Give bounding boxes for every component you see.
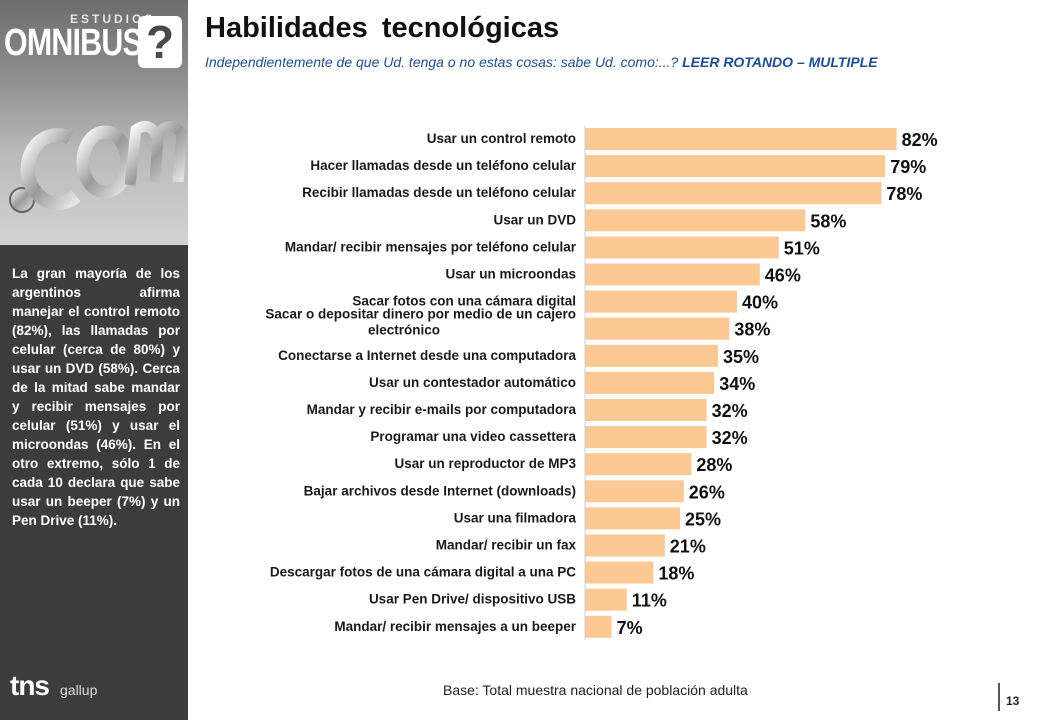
page-title: Habilidades tecnológicas [205, 12, 560, 44]
bar-15 [585, 534, 665, 557]
category-label-16: Descargar fotos de una cámara digital a … [270, 565, 576, 580]
category-label-4: Mandar/ recibir mensajes por teléfono ce… [285, 239, 577, 254]
value-label-2: 78% [886, 184, 922, 204]
bar-14 [585, 507, 680, 530]
page-number-divider [998, 683, 1000, 711]
category-label-7-line-0: Sacar o depositar dinero por medio de un… [265, 307, 576, 322]
value-label-13: 26% [689, 482, 725, 502]
category-label-17: Usar Pen Drive/ dispositivo USB [369, 592, 576, 607]
bar-3 [585, 209, 806, 232]
bar-12 [585, 453, 692, 476]
bar-6 [585, 290, 737, 313]
category-label-7-line-1: electrónico [368, 323, 440, 338]
sidebar: ESTUDIOS OMNIBUS ? La gran mayoría de lo… [0, 0, 188, 720]
value-label-16: 18% [658, 564, 694, 584]
bar-9 [585, 371, 715, 394]
tns-gallup-logo: tns gallup [6, 660, 124, 710]
category-label-8: Conectarse a Internet desde una computad… [278, 348, 576, 363]
category-label-18: Mandar/ recibir mensajes a un beeper [334, 619, 576, 634]
value-label-17: 11% [632, 591, 667, 611]
value-label-18: 7% [617, 618, 643, 638]
category-label-14: Usar una filmadora [454, 510, 577, 525]
tns-logo-text: tns [10, 670, 50, 701]
logo-question-mark-icon: ? [138, 16, 182, 68]
gallup-logo-text: gallup [60, 682, 98, 698]
logo-estudios-text: ESTUDIOS [70, 12, 156, 26]
category-label-11: Programar una video cassettera [370, 429, 576, 444]
value-label-7: 38% [734, 320, 770, 340]
category-label-15: Mandar/ recibir un fax [436, 538, 577, 553]
bar-17 [585, 588, 627, 611]
value-label-5: 46% [765, 266, 801, 286]
value-label-14: 25% [685, 509, 721, 529]
value-label-6: 40% [742, 293, 778, 313]
subtitle-question: Independientemente de que Ud. tenga o no… [205, 54, 683, 70]
logo-omnibus-text: OMNIBUS [4, 22, 143, 64]
value-label-0: 82% [902, 130, 938, 150]
bar-2 [585, 182, 882, 205]
bar-4 [585, 236, 779, 259]
value-label-4: 51% [784, 238, 820, 258]
dot-com-sculpture-image [9, 120, 188, 213]
page-number: 13 [1006, 694, 1020, 708]
value-label-10: 32% [712, 401, 748, 421]
base-note: Base: Total muestra nacional de població… [443, 682, 748, 698]
value-label-9: 34% [719, 374, 755, 394]
bar-10 [585, 399, 707, 421]
bar-18 [585, 615, 612, 638]
omnibus-logo: ESTUDIOS OMNIBUS ? [0, 0, 188, 245]
value-label-8: 35% [723, 347, 759, 367]
category-label-2: Recibir llamadas desde un teléfono celul… [302, 185, 577, 200]
bar-8 [585, 344, 718, 367]
bar-5 [585, 263, 760, 286]
value-label-1: 79% [890, 157, 926, 177]
category-label-9: Usar un contestador automático [369, 375, 576, 390]
value-label-12: 28% [696, 455, 732, 475]
category-label-1: Hacer llamadas desde un teléfono celular [310, 158, 576, 173]
category-label-12: Usar un reproductor de MP3 [394, 456, 576, 471]
bar-7 [585, 317, 730, 340]
category-label-5: Usar un microondas [445, 267, 576, 282]
bar-0 [585, 128, 897, 150]
bar-16 [585, 561, 654, 584]
category-label-3: Usar un DVD [493, 212, 576, 227]
bar-13 [585, 480, 684, 503]
subtitle-instruction: LEER ROTANDO – MULTIPLE [682, 54, 878, 70]
value-label-15: 21% [670, 537, 706, 557]
bar-1 [585, 155, 886, 178]
bar-11 [585, 426, 707, 449]
category-label-10: Mandar y recibir e-mails por computadora [307, 402, 577, 417]
category-label-6: Sacar fotos con una cámara digital [352, 294, 576, 309]
sidebar-summary-text: La gran mayoría de los argentinos afirma… [12, 266, 180, 528]
category-label-13: Bajar archivos desde Internet (downloads… [304, 483, 576, 498]
category-label-0: Usar un control remoto [427, 131, 576, 146]
page-subtitle: Independientemente de que Ud. tenga o no… [205, 53, 1025, 71]
value-label-3: 58% [810, 211, 846, 231]
value-label-11: 32% [712, 428, 748, 448]
